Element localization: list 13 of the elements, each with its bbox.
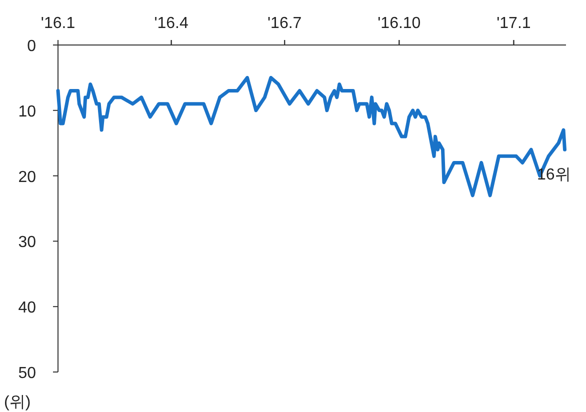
y-axis-title: (위) <box>4 394 31 411</box>
y-tick-label: 30 <box>18 234 36 252</box>
y-tick-label: 20 <box>18 168 36 186</box>
annotation: 16위 <box>536 166 571 184</box>
y-tick-label: 50 <box>18 365 36 382</box>
x-tick-label: '16.10 <box>378 15 421 32</box>
y-tick-label: 40 <box>18 300 36 317</box>
x-tick-label: '16.7 <box>268 15 302 32</box>
x-tick-label: '16.4 <box>154 15 188 32</box>
x-tick-label: '17.1 <box>496 15 531 32</box>
y-tick-label: 0 <box>27 38 36 55</box>
y-tick-label: 10 <box>18 103 36 120</box>
x-tick-label: '16.1 <box>40 15 76 32</box>
